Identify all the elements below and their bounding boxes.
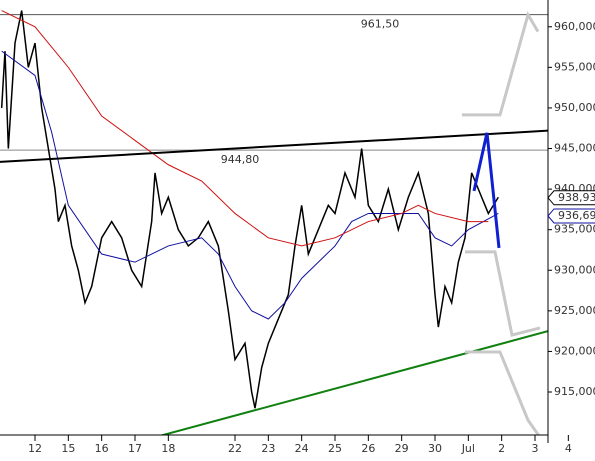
x-tick-label: Jul xyxy=(461,442,475,455)
price-marker xyxy=(547,208,595,224)
y-tick-label: 945,000 xyxy=(554,142,595,155)
y-tick-label: 950,000 xyxy=(554,101,595,114)
x-tick-label: 26 xyxy=(361,442,375,455)
trend-line xyxy=(462,10,540,117)
x-tick-label: 24 xyxy=(295,442,309,455)
price-marker xyxy=(547,190,595,206)
x-tick-label: 17 xyxy=(128,442,142,455)
x-tick-label: 15 xyxy=(61,442,75,455)
trend-line xyxy=(465,350,541,435)
price-marker-label: 936,69 xyxy=(558,209,595,222)
x-tick-label: 23 xyxy=(261,442,275,455)
y-tick-label: 930,000 xyxy=(554,263,595,276)
x-tick-label: 12 xyxy=(28,442,42,455)
y-tick-label: 935,000 xyxy=(554,223,595,236)
price-line xyxy=(0,10,499,409)
x-tick-label: 4 xyxy=(565,442,572,455)
x-tick-label: 29 xyxy=(395,442,409,455)
y-tick-label: 915,000 xyxy=(554,385,595,398)
x-tick-label: 22 xyxy=(228,442,242,455)
plot xyxy=(0,10,548,435)
y-tick-label: 920,000 xyxy=(554,344,595,357)
moving-average xyxy=(1,10,489,247)
level-label: 961,50 xyxy=(361,18,400,31)
trend-line xyxy=(0,129,548,163)
x-tick-label: 18 xyxy=(161,442,175,455)
x-tick-label: 25 xyxy=(328,442,342,455)
price-marker-label: 938,93 xyxy=(558,191,595,204)
y-tick-label: 960,000 xyxy=(554,20,595,33)
y-tick-label: 925,000 xyxy=(554,304,595,317)
trend-line xyxy=(472,132,501,249)
trend-line xyxy=(465,250,541,337)
trend-line xyxy=(159,330,548,435)
y-tick-label: 955,000 xyxy=(554,60,595,73)
x-tick-label: 16 xyxy=(95,442,109,455)
level-label: 944,80 xyxy=(221,153,260,166)
x-tick-label: 3 xyxy=(532,442,539,455)
moving-average xyxy=(1,50,499,320)
x-tick-label: 2 xyxy=(498,442,505,455)
x-tick-label: 30 xyxy=(428,442,442,455)
